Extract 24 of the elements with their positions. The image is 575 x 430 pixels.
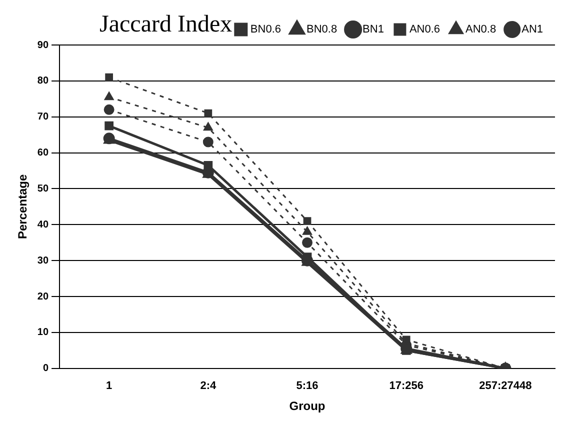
- legend-label: BN1: [362, 24, 384, 36]
- x-tick-label: 17:256: [389, 380, 424, 392]
- y-tick-label: 0: [42, 363, 49, 374]
- y-axis-title: Percentage: [16, 174, 30, 240]
- legend-label: AN1: [522, 24, 544, 36]
- x-tick-label: 1: [106, 380, 112, 392]
- x-tick-label: 257:27448: [479, 380, 532, 392]
- y-tick-label: 70: [37, 112, 49, 123]
- x-tick-label: 5:16: [296, 380, 318, 392]
- legend-label: AN0.8: [466, 24, 496, 36]
- y-tick-label: 20: [37, 291, 49, 302]
- chart-title: Jaccard Index: [100, 11, 232, 38]
- y-tick-label: 80: [37, 76, 49, 87]
- y-tick-label: 30: [37, 255, 49, 266]
- y-tick-label: 10: [37, 327, 49, 338]
- y-tick-label: 40: [37, 219, 49, 230]
- y-tick-label: 50: [37, 183, 49, 194]
- x-axis-title: Group: [289, 399, 326, 414]
- legend-label: BN0.6: [250, 24, 281, 36]
- legend-label: AN0.6: [409, 24, 440, 36]
- legend-label: BN0.8: [306, 24, 338, 36]
- y-tick-label: 90: [37, 40, 49, 51]
- y-tick-label: 60: [37, 148, 49, 159]
- x-tick-label: 2:4: [200, 380, 217, 392]
